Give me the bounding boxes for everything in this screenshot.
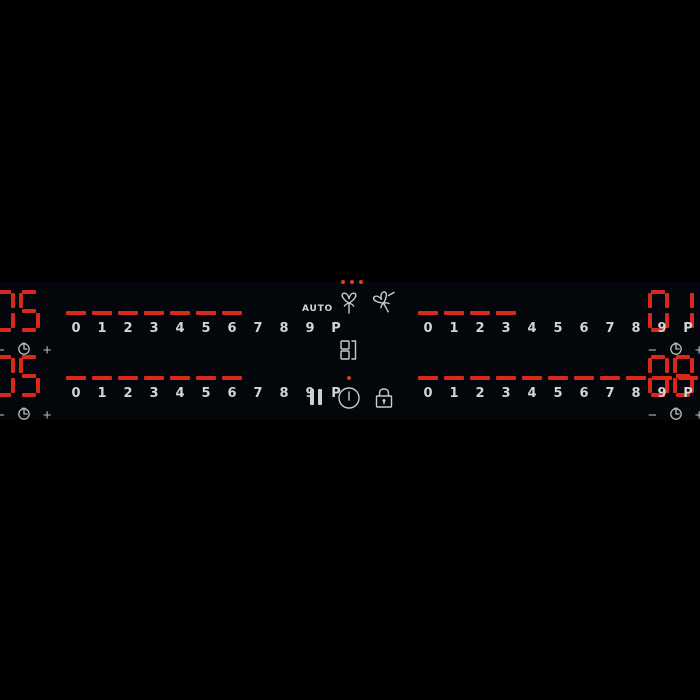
slider-label[interactable]: 8 [279, 321, 289, 336]
front-right-timer-controls[interactable]: − + [648, 340, 700, 361]
pause-icon[interactable] [310, 389, 322, 405]
slider-label[interactable]: 3 [501, 386, 511, 401]
slider-label[interactable]: 6 [579, 386, 589, 401]
front-left-power-slider[interactable]: 0 1 2 3 4 5 6 7 8 9 P [66, 311, 346, 335]
rear-left-timer-controls[interactable]: − + [0, 405, 52, 426]
rear-right-timer-plus-button[interactable]: + [694, 407, 700, 424]
digit-0 [0, 290, 15, 332]
front-right-slider-labels: 0 1 2 3 4 5 6 7 8 9 P [418, 322, 698, 335]
slider-label[interactable]: 0 [71, 321, 81, 336]
slider-label[interactable]: 2 [475, 321, 485, 336]
rear-left-power-slider[interactable]: 0 1 2 3 4 5 6 7 8 9 P [66, 376, 346, 400]
rear-right-slider-track[interactable] [418, 376, 698, 380]
power-on-indicator-dot [347, 376, 351, 380]
rear-right-power-slider[interactable]: 0 1 2 3 4 5 6 7 8 9 P [418, 376, 698, 400]
slider-label[interactable]: 2 [475, 386, 485, 401]
digit-1 [673, 290, 694, 332]
slider-label[interactable]: P [683, 321, 693, 336]
front-right-slider-track[interactable] [418, 311, 698, 315]
timer-icon[interactable] [668, 405, 684, 426]
timer-icon[interactable] [16, 405, 32, 426]
rear-left-slider-labels: 0 1 2 3 4 5 6 7 8 9 P [66, 387, 346, 400]
rear-left-timer-minus-button[interactable]: − [0, 407, 5, 424]
slider-label[interactable]: 5 [201, 386, 211, 401]
slider-label[interactable]: 4 [175, 386, 185, 401]
slider-label[interactable]: 3 [149, 321, 159, 336]
digit-0 [648, 355, 669, 397]
rear-left-slider-track[interactable] [66, 376, 346, 380]
slider-label[interactable]: 2 [123, 386, 133, 401]
hood-fan-icon[interactable] [337, 290, 361, 321]
slider-label[interactable]: 9 [657, 386, 667, 401]
slider-label[interactable]: 4 [527, 321, 537, 336]
slider-label[interactable]: 7 [605, 386, 615, 401]
slider-label[interactable]: 4 [527, 386, 537, 401]
front-left-slider-labels: 0 1 2 3 4 5 6 7 8 9 P [66, 322, 346, 335]
slider-label[interactable]: 1 [449, 386, 459, 401]
slider-label[interactable]: 5 [201, 321, 211, 336]
slider-label[interactable]: 0 [71, 386, 81, 401]
front-left-power-display [0, 290, 40, 332]
front-left-slider-track[interactable] [66, 311, 346, 315]
front-right-timer-minus-button[interactable]: − [648, 342, 657, 359]
slider-label[interactable]: 1 [97, 321, 107, 336]
slider-label[interactable]: 5 [553, 321, 563, 336]
timer-icon[interactable] [668, 340, 684, 361]
bridge-zone-icon[interactable] [338, 338, 362, 367]
slider-label[interactable]: 8 [631, 386, 641, 401]
slider-label[interactable]: 7 [253, 386, 263, 401]
front-left-timer-plus-button[interactable]: + [42, 342, 52, 359]
slider-label[interactable]: 6 [227, 386, 237, 401]
slider-label[interactable]: 8 [631, 321, 641, 336]
front-left-timer-controls[interactable]: − + [0, 340, 52, 361]
slider-label[interactable]: 3 [501, 321, 511, 336]
slider-label[interactable]: P [331, 386, 341, 401]
slider-label[interactable]: 7 [605, 321, 615, 336]
slider-label[interactable]: 1 [449, 321, 459, 336]
front-right-power-slider[interactable]: 0 1 2 3 4 5 6 7 8 9 P [418, 311, 698, 335]
slider-label[interactable]: 3 [149, 386, 159, 401]
rear-right-slider-labels: 0 1 2 3 4 5 6 7 8 9 P [418, 387, 698, 400]
lock-icon[interactable] [373, 387, 395, 414]
rear-right-timer-controls[interactable]: − + [648, 405, 700, 426]
slider-label[interactable]: 9 [300, 387, 320, 400]
slider-label[interactable]: 7 [253, 321, 263, 336]
slider-label[interactable]: P [683, 386, 693, 401]
slider-label[interactable]: 6 [227, 321, 237, 336]
slider-label[interactable]: 2 [123, 321, 133, 336]
cooktop-control-panel: 0 5 − + 0 [0, 280, 700, 423]
center-control-cluster: AUTO [0, 280, 700, 420]
digit-5 [19, 290, 40, 332]
digit-0 [648, 290, 669, 332]
slider-label[interactable]: 9 [657, 321, 667, 336]
rear-left-timer-plus-button[interactable]: + [42, 407, 52, 424]
slider-label[interactable]: 1 [97, 386, 107, 401]
slider-label[interactable]: 8 [279, 386, 289, 401]
rear-right-timer-minus-button[interactable]: − [648, 407, 657, 424]
timer-icon[interactable] [16, 340, 32, 361]
front-left-timer-minus-button[interactable]: − [0, 342, 5, 359]
slider-label[interactable]: P [331, 321, 341, 336]
hood-speed-indicator-dots [341, 280, 363, 284]
slider-label[interactable]: 5 [553, 386, 563, 401]
auto-mode-label[interactable]: AUTO [302, 304, 333, 314]
slider-label[interactable]: 9 [305, 321, 315, 336]
slider-label[interactable]: 0 [423, 321, 433, 336]
slider-label[interactable]: 4 [175, 321, 185, 336]
front-right-timer-plus-button[interactable]: + [694, 342, 700, 359]
front-right-power-display [648, 290, 694, 332]
rear-left-power-display [0, 355, 40, 397]
slider-label[interactable]: 0 [423, 386, 433, 401]
slider-label[interactable]: 6 [579, 321, 589, 336]
digit-5 [19, 355, 40, 397]
power-icon[interactable] [337, 386, 361, 415]
hood-fan-off-icon[interactable] [371, 290, 396, 321]
digit-0 [0, 355, 15, 397]
